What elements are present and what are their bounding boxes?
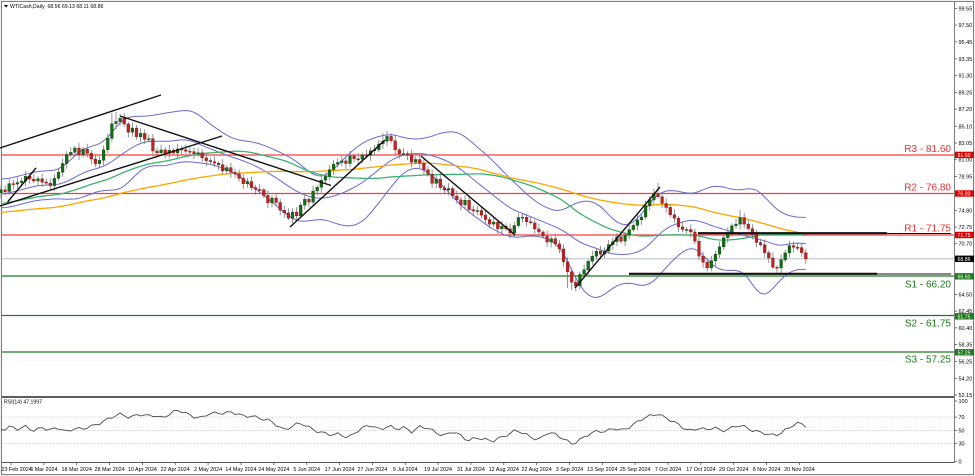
svg-text:76.80: 76.80 [958, 192, 971, 198]
svg-text:81.60: 81.60 [958, 153, 971, 159]
svg-text:60.40: 60.40 [959, 326, 973, 332]
svg-text:S2 - 61.75: S2 - 61.75 [905, 319, 952, 330]
svg-text:50: 50 [959, 429, 965, 435]
svg-text:87.20: 87.20 [959, 107, 973, 113]
svg-text:R1 - 71.75: R1 - 71.75 [904, 224, 951, 235]
svg-text:56.25: 56.25 [959, 360, 973, 366]
svg-text:100: 100 [959, 399, 968, 405]
svg-text:12 Aug 2024: 12 Aug 2024 [489, 467, 519, 473]
svg-text:71.75: 71.75 [958, 233, 971, 239]
svg-text:62.45: 62.45 [959, 309, 973, 315]
svg-text:85.10: 85.10 [959, 124, 973, 130]
svg-text:54.20: 54.20 [959, 376, 973, 382]
svg-text:93.35: 93.35 [959, 57, 973, 63]
svg-text:R2 - 76.80: R2 - 76.80 [904, 183, 951, 194]
svg-text:0: 0 [959, 460, 962, 466]
svg-text:70.70: 70.70 [959, 242, 973, 248]
svg-text:2 May 2024: 2 May 2024 [194, 467, 222, 473]
svg-text:83.05: 83.05 [959, 141, 973, 147]
svg-text:22 Aug 2024: 22 Aug 2024 [521, 467, 551, 473]
svg-text:64.50: 64.50 [959, 292, 973, 298]
svg-text:22 Apr 2024: 22 Apr 2024 [161, 467, 190, 473]
svg-text:66.60: 66.60 [958, 274, 971, 280]
svg-text:30: 30 [959, 442, 965, 448]
svg-text:17 Oct 2024: 17 Oct 2024 [686, 467, 715, 473]
svg-text:25 Sep 2024: 25 Sep 2024 [620, 467, 651, 473]
svg-text:20 Nov 2024: 20 Nov 2024 [784, 467, 815, 473]
svg-text:78.95: 78.95 [959, 174, 973, 180]
svg-text:14 May 2024: 14 May 2024 [225, 467, 256, 473]
svg-text:5 Jun 2024: 5 Jun 2024 [293, 467, 320, 473]
svg-text:S1 - 66.20: S1 - 66.20 [905, 280, 952, 291]
svg-text:99.55: 99.55 [959, 6, 973, 12]
svg-text:70: 70 [959, 415, 965, 421]
svg-text:3 Sep 2024: 3 Sep 2024 [556, 467, 584, 473]
svg-text:58.35: 58.35 [959, 343, 973, 349]
svg-text:WTICash,Daily 68.56 69.13 68.: WTICash,Daily 68.56 69.13 68.11 68.86 [10, 4, 103, 10]
svg-text:9 Jul 2024: 9 Jul 2024 [393, 467, 418, 473]
svg-text:95.45: 95.45 [959, 40, 973, 46]
svg-text:23 Feb 2024: 23 Feb 2024 [2, 467, 32, 473]
svg-text:57.25: 57.25 [958, 350, 971, 356]
svg-text:13 Sep 2024: 13 Sep 2024 [587, 467, 618, 473]
svg-text:89.25: 89.25 [959, 90, 973, 96]
svg-text:8 Nov 2024: 8 Nov 2024 [753, 467, 781, 473]
svg-text:28 Mar 2024: 28 Mar 2024 [94, 467, 124, 473]
svg-text:R3 - 81.60: R3 - 81.60 [904, 144, 951, 155]
svg-text:24 May 2024: 24 May 2024 [258, 467, 289, 473]
svg-text:10 Apr 2024: 10 Apr 2024 [128, 467, 157, 473]
svg-text:52.15: 52.15 [959, 393, 973, 399]
svg-text:97.50: 97.50 [959, 23, 973, 29]
svg-text:17 Jun 2024: 17 Jun 2024 [325, 467, 355, 473]
svg-text:19 Jul 2024: 19 Jul 2024 [424, 467, 452, 473]
svg-text:27 Jun 2024: 27 Jun 2024 [358, 467, 388, 473]
svg-text:7 Oct 2024: 7 Oct 2024 [655, 467, 681, 473]
svg-text:18 Mar 2024: 18 Mar 2024 [62, 467, 92, 473]
svg-text:68.86: 68.86 [958, 257, 971, 263]
svg-text:RSI(14) 47.1997: RSI(14) 47.1997 [4, 400, 42, 406]
svg-text:31 Jul 2024: 31 Jul 2024 [457, 467, 485, 473]
svg-text:61.75: 61.75 [958, 314, 971, 320]
svg-text:29 Oct 2024: 29 Oct 2024 [719, 467, 748, 473]
svg-text:S3 - 57.25: S3 - 57.25 [905, 355, 952, 366]
svg-text:91.30: 91.30 [959, 74, 973, 80]
svg-text:72.75: 72.75 [959, 225, 973, 231]
svg-text:74.80: 74.80 [959, 208, 973, 214]
svg-text:81.00: 81.00 [959, 158, 973, 164]
svg-text:6 Mar 2024: 6 Mar 2024 [30, 467, 57, 473]
